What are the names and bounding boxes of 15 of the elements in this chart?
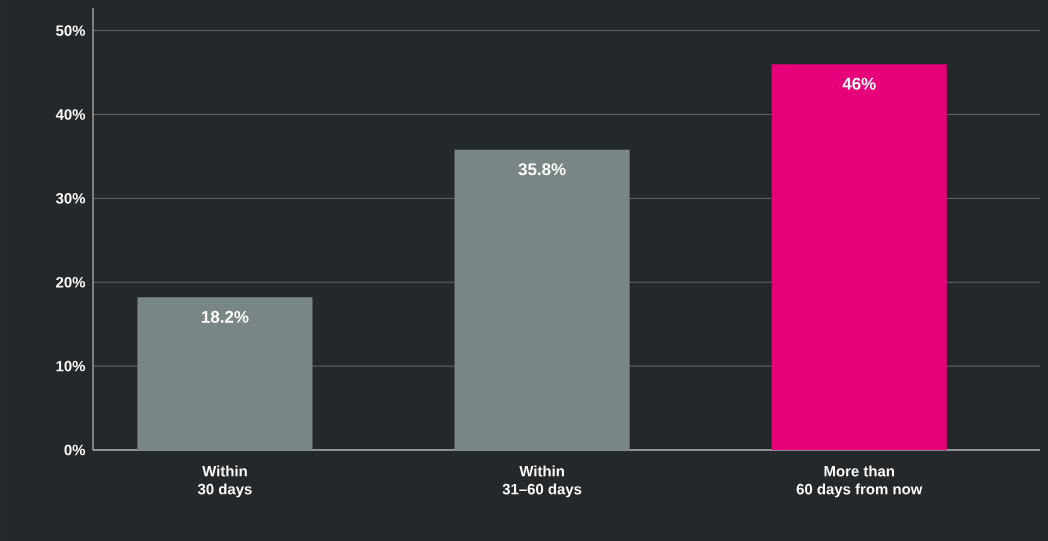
y-tick-label: 40% <box>55 109 86 120</box>
x-tick-label: Within 30 days <box>197 465 252 498</box>
y-tick-label: 20% <box>56 276 86 288</box>
x-tick-label: More than 60 days from now <box>796 465 923 498</box>
y-tick-label: 0% <box>64 444 86 456</box>
y-tick-label: 50% <box>56 25 86 36</box>
bar <box>771 64 947 450</box>
x-tick-label: Within 31–60 days <box>502 465 582 498</box>
data-label: 46% <box>842 77 876 90</box>
bar <box>454 149 630 450</box>
y-tick-label: 10% <box>56 360 86 372</box>
y-tick-label: 30% <box>55 193 86 204</box>
data-label: 35.8% <box>518 163 566 176</box>
bar <box>137 297 313 450</box>
data-label: 18.2% <box>201 310 249 323</box>
